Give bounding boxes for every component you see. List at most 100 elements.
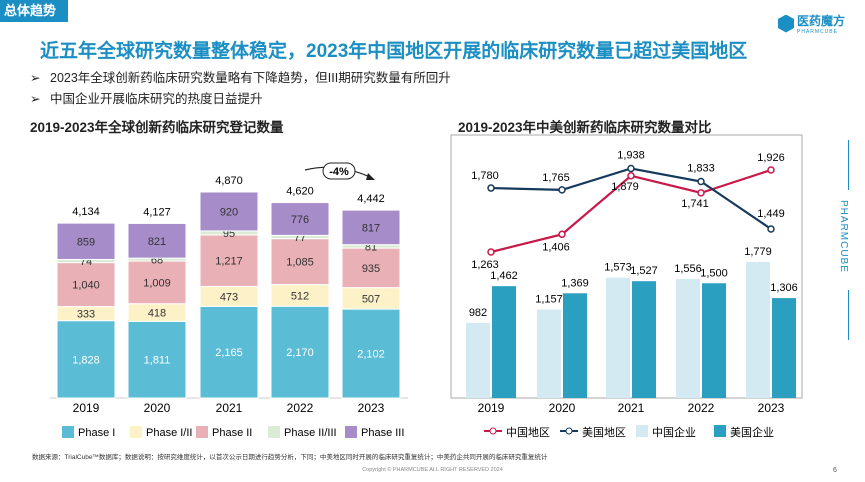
line-label: 1,263 [471,259,499,271]
annotation-box [322,162,356,180]
bullet-text: 中国企业开展临床研究的热度日益提升 [50,92,263,106]
bar-label: 473 [220,291,238,303]
x-tick-label: 2021 [618,401,645,415]
line-label: 1,938 [617,150,645,162]
legend-label: Phase I [78,427,115,439]
bullet-text: 2023年全球创新药临床研究数量略有下降趋势，但III期研究数量有所回升 [50,71,451,85]
bar-label: 859 [77,236,95,248]
bullet: ➢ 中国企业开展临床研究的热度日益提升 [30,88,263,107]
bar [492,286,516,398]
bar [632,281,656,398]
x-tick-label: 2021 [216,401,243,415]
bar-label: 1,527 [630,265,658,277]
legend-swatch [268,426,280,438]
legend-swatch [636,425,648,437]
legend-label: Phase II/III [284,427,337,439]
legend-label: Phase I/II [146,427,192,439]
legend-label: 中国地区 [506,426,550,439]
bar-label: 507 [362,293,380,305]
bar-segment [127,222,187,259]
divider [848,140,849,190]
x-tick-label: 2023 [358,401,385,415]
bar-segment [341,308,401,399]
bullet: ➢ 2023年全球创新药临床研究数量略有下降趋势，但III期研究数量有所回升 [30,67,451,86]
x-tick-label: 2020 [144,401,171,415]
divider [848,290,849,340]
total-label: 4,127 [143,206,171,218]
bar-segment [199,305,259,399]
bar-label: 1,573 [604,262,632,274]
line-marker [767,225,775,233]
bar-label: 1,556 [674,263,702,275]
line-label: 1,879 [611,181,639,193]
bar-label: 1,779 [744,246,772,258]
bar-segment [199,191,259,232]
bar [676,278,700,398]
total-label: 4,134 [72,206,100,218]
line-label: 1,741 [681,198,709,210]
bar [702,283,726,398]
legend-marker [489,427,497,435]
line-marker [558,186,566,194]
page-title: 近五年全球研究数量整体稳定，2023年中国地区开展的临床研究数量已超过美国地区 [40,41,748,62]
bar-label: 1,217 [215,256,243,268]
x-tick-label: 2022 [287,401,314,415]
annotation: -4% [329,166,349,178]
line-label: 1,406 [542,241,570,253]
line-marker [767,166,775,174]
bar-segment [270,238,330,286]
bar-label: 817 [362,222,380,234]
line-label: 1,765 [542,172,570,184]
copyright: Copyright © PHARMCUBE ALL RIGHT RESERVED… [362,467,503,473]
logo-sub: PHARMCUBE [797,29,838,35]
bar-label: 1,157 [535,293,563,305]
bar-segment [56,262,116,308]
bar-label: 1,369 [561,277,589,289]
legend-swatch [714,425,726,437]
bar [746,261,770,398]
bar-label: 982 [469,307,487,319]
legend-label: Phase II [212,427,252,439]
bar-segment [341,247,401,289]
bar-label: 2,102 [357,349,385,361]
bar-label: 1,462 [490,270,518,282]
bar-label: 1,811 [144,355,171,367]
total-label: 4,442 [357,193,385,205]
bar-label: 1,306 [770,282,798,294]
left-chart-title: 2019-2023年全球创新药临床研究登记数量 [30,120,284,135]
legend-swatch [130,426,142,438]
bar-segment [127,260,187,305]
arrowhead-icon [366,173,375,180]
x-tick-label: 2019 [478,401,505,415]
legend-label: Phase III [361,427,404,439]
line-marker [487,184,495,192]
bar-segment [199,234,259,287]
legend-label: 中国企业 [652,425,696,439]
line-label: 1,780 [471,170,499,182]
bar-segment [127,320,187,399]
bar-label: 1,500 [700,267,728,279]
bar-label: 776 [291,214,309,226]
total-label: 4,620 [286,186,314,198]
legend-label: 美国地区 [582,426,626,439]
cube-logo-icon [778,14,794,33]
right-chart-title: 2019-2023年中美创新药临床研究数量对比 [458,120,712,135]
total-label: 4,870 [215,175,243,187]
footnote: 数据来源：TrialCube™数据库；数据说明：按研究维度统计，以首次公示日期进… [32,454,548,461]
bar-label: 1,040 [72,280,100,292]
x-tick-label: 2022 [688,401,715,415]
line-marker [627,164,635,173]
x-tick-label: 2020 [549,401,576,415]
line-label: 1,833 [687,162,715,174]
bar [563,293,587,398]
legend-swatch [196,426,208,438]
legend-label: 美国企业 [730,425,774,439]
bar-label: 935 [362,263,380,275]
bar-label: 821 [148,236,166,248]
line-label: 1,449 [757,208,785,220]
x-tick-label: 2023 [758,401,785,415]
legend-marker [565,427,573,435]
bar-label: 512 [291,290,309,302]
line-marker [697,189,705,197]
